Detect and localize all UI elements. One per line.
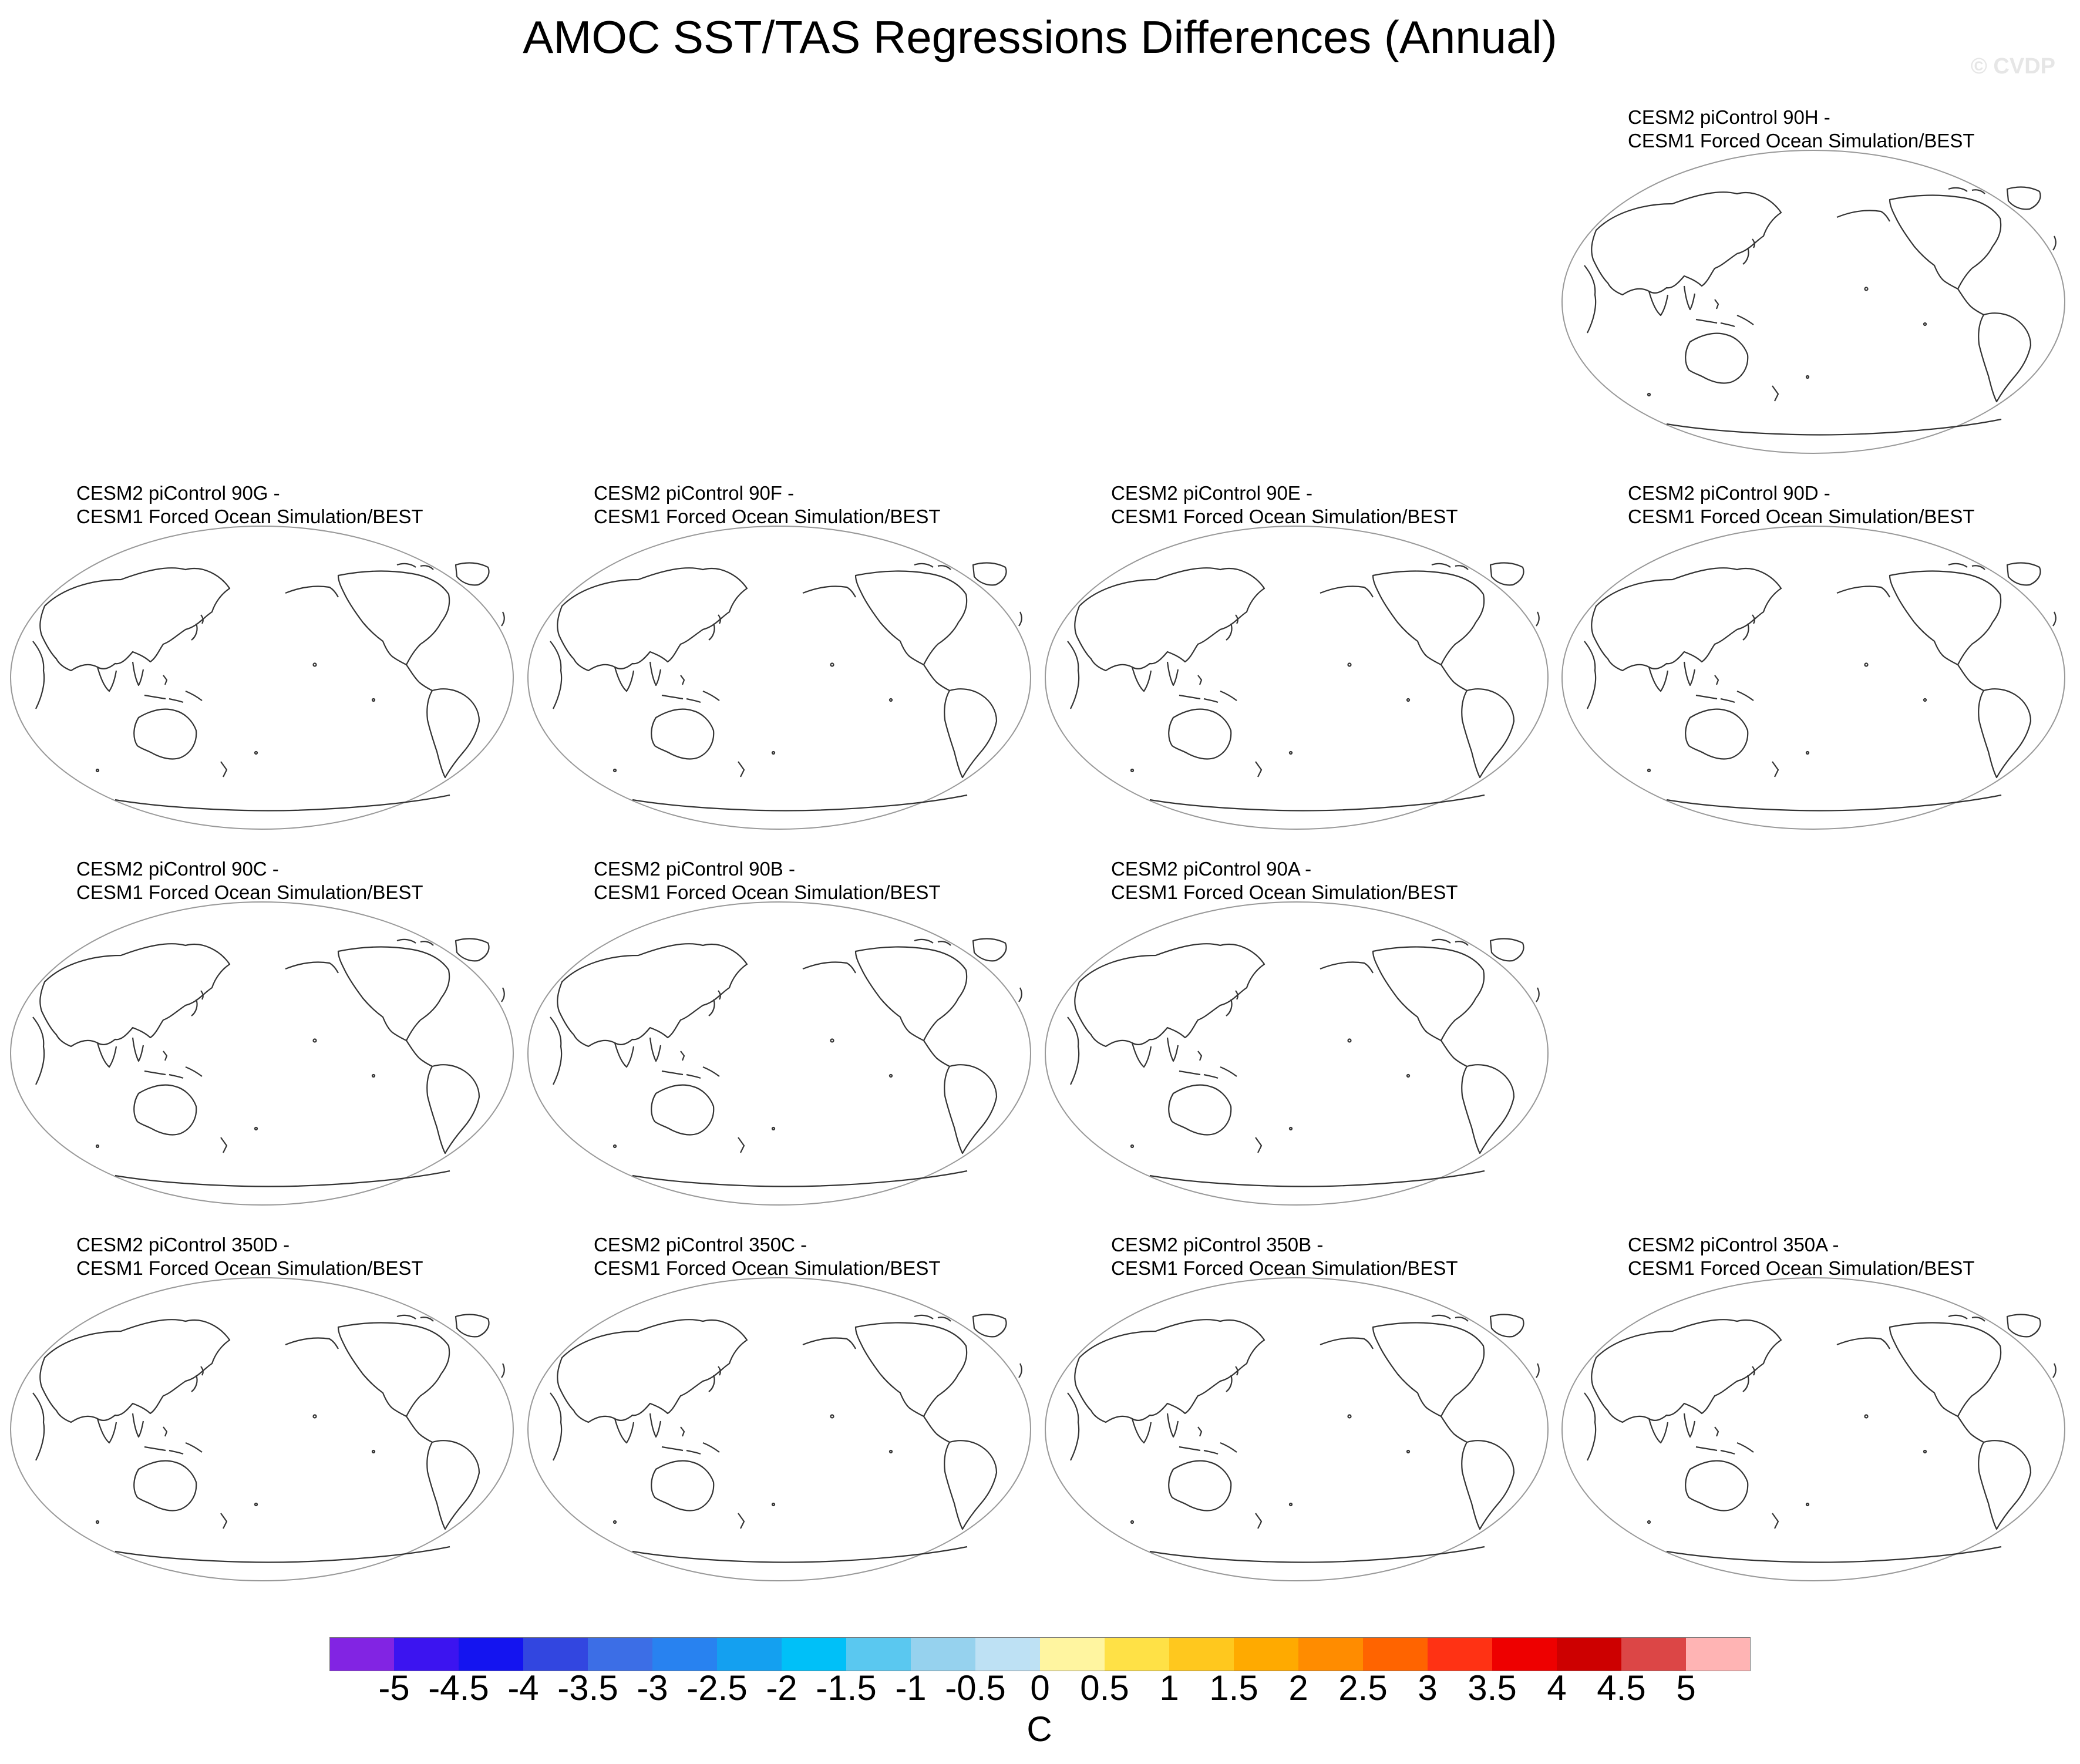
colorbar-swatch: [846, 1637, 911, 1671]
colorbar-tick-label: -2.5: [686, 1668, 748, 1708]
colorbar-swatch: [1298, 1637, 1364, 1671]
panel-label: CESM2 piControl 90F - CESM1 Forced Ocean …: [594, 482, 941, 527]
colorbar-tick-label: -5: [378, 1668, 410, 1708]
colorbar-tick-label: 3.5: [1468, 1668, 1517, 1708]
panel-label: CESM2 piControl 350D - CESM1 Forced Ocean…: [76, 1234, 423, 1279]
colorbar-swatch: [717, 1637, 782, 1671]
colorbar-swatch: [329, 1637, 395, 1671]
map-panel: CESM2 piControl 90H - CESM1 Forced Ocean …: [1561, 106, 2072, 470]
colorbar-tick-label: -4: [507, 1668, 539, 1708]
colorbar-swatch: [1557, 1637, 1622, 1671]
panel-label: CESM2 piControl 90D - CESM1 Forced Ocean …: [1628, 482, 1975, 527]
world-map: [1045, 901, 1549, 1206]
cvdp-watermark: © CVDP: [1970, 54, 2055, 79]
map-panel: CESM2 piControl 350D - CESM1 Forced Ocean…: [9, 1233, 520, 1597]
map-panel: CESM2 piControl 90F - CESM1 Forced Ocean …: [527, 482, 1038, 846]
colorbar-swatch: [975, 1637, 1041, 1671]
colorbar-swatch: [1363, 1637, 1428, 1671]
map-panel: CESM2 piControl 350C - CESM1 Forced Ocean…: [527, 1233, 1038, 1597]
colorbar-tick-label: 4.5: [1597, 1668, 1646, 1708]
world-map: [527, 526, 1031, 830]
colorbar-tick-label: 1.5: [1209, 1668, 1258, 1708]
world-map: [10, 526, 514, 830]
map-panel: CESM2 piControl 90E - CESM1 Forced Ocean …: [1044, 482, 1555, 846]
colorbar-swatch: [1234, 1637, 1299, 1671]
colorbar-tick-label: -3: [637, 1668, 668, 1708]
map-panel: CESM2 piControl 90C - CESM1 Forced Ocean …: [9, 857, 520, 1221]
colorbar-units: C: [1026, 1709, 1052, 1749]
colorbar-tick-label: 3: [1418, 1668, 1438, 1708]
colorbar-swatch: [652, 1637, 718, 1671]
panel-label: CESM2 piControl 90E - CESM1 Forced Ocean …: [1111, 482, 1458, 527]
colorbar-tick-label: -4.5: [428, 1668, 489, 1708]
panel-label: CESM2 piControl 90G - CESM1 Forced Ocean …: [76, 482, 423, 527]
colorbar-tick-label: 4: [1547, 1668, 1567, 1708]
colorbar-swatch: [588, 1637, 653, 1671]
colorbar-tick-label: -1: [895, 1668, 927, 1708]
panel-label: CESM2 piControl 350B - CESM1 Forced Ocean…: [1111, 1234, 1458, 1279]
colorbar-swatch: [911, 1637, 976, 1671]
colorbar-swatch: [1621, 1637, 1687, 1671]
world-map: [10, 901, 514, 1206]
colorbar-swatch: [1492, 1637, 1557, 1671]
colorbar-swatch: [1686, 1637, 1751, 1671]
colorbar-tick-label: -0.5: [945, 1668, 1006, 1708]
world-map: [1561, 150, 2065, 454]
panel-label: CESM2 piControl 350A - CESM1 Forced Ocean…: [1628, 1234, 1975, 1279]
colorbar-swatch: [782, 1637, 847, 1671]
colorbar: [329, 1637, 1751, 1671]
panel-label: CESM2 piControl 90C - CESM1 Forced Ocean …: [76, 858, 423, 903]
colorbar-tick-label: 0: [1030, 1668, 1050, 1708]
map-panel: CESM2 piControl 350A - CESM1 Forced Ocean…: [1561, 1233, 2072, 1597]
colorbar-swatch: [394, 1637, 459, 1671]
map-panel: CESM2 piControl 350B - CESM1 Forced Ocean…: [1044, 1233, 1555, 1597]
panel-label: CESM2 piControl 350C - CESM1 Forced Ocean…: [594, 1234, 941, 1279]
world-map: [1561, 1277, 2065, 1581]
panel-label: CESM2 piControl 90H - CESM1 Forced Ocean …: [1628, 106, 1975, 152]
colorbar-swatch: [1105, 1637, 1170, 1671]
map-panel: CESM2 piControl 90G - CESM1 Forced Ocean …: [9, 482, 520, 846]
colorbar-tick-label: 5: [1676, 1668, 1696, 1708]
panel-label: CESM2 piControl 90A - CESM1 Forced Ocean …: [1111, 858, 1458, 903]
figure-title: AMOC SST/TAS Regressions Differences (An…: [523, 11, 1557, 63]
world-map: [10, 1277, 514, 1581]
colorbar-tick-label: -1.5: [816, 1668, 877, 1708]
colorbar-tick-label: 2.5: [1338, 1668, 1388, 1708]
colorbar-tick-label: 2: [1288, 1668, 1308, 1708]
colorbar-swatch: [1169, 1637, 1234, 1671]
world-map: [1561, 526, 2065, 830]
world-map: [1045, 526, 1549, 830]
map-panel: CESM2 piControl 90B - CESM1 Forced Ocean …: [527, 857, 1038, 1221]
world-map: [527, 901, 1031, 1206]
colorbar-tick-label: -2: [766, 1668, 797, 1708]
colorbar-swatch: [1428, 1637, 1493, 1671]
panel-label: CESM2 piControl 90B - CESM1 Forced Ocean …: [594, 858, 941, 903]
colorbar-tick-label: 1: [1159, 1668, 1179, 1708]
colorbar-tick-label: 0.5: [1080, 1668, 1129, 1708]
colorbar-tick-label: -3.5: [557, 1668, 618, 1708]
world-map: [527, 1277, 1031, 1581]
world-map: [1045, 1277, 1549, 1581]
map-panel: CESM2 piControl 90A - CESM1 Forced Ocean …: [1044, 857, 1555, 1221]
colorbar-swatch: [459, 1637, 524, 1671]
colorbar-swatch: [523, 1637, 588, 1671]
map-panel: CESM2 piControl 90D - CESM1 Forced Ocean …: [1561, 482, 2072, 846]
colorbar-swatch: [1040, 1637, 1105, 1671]
